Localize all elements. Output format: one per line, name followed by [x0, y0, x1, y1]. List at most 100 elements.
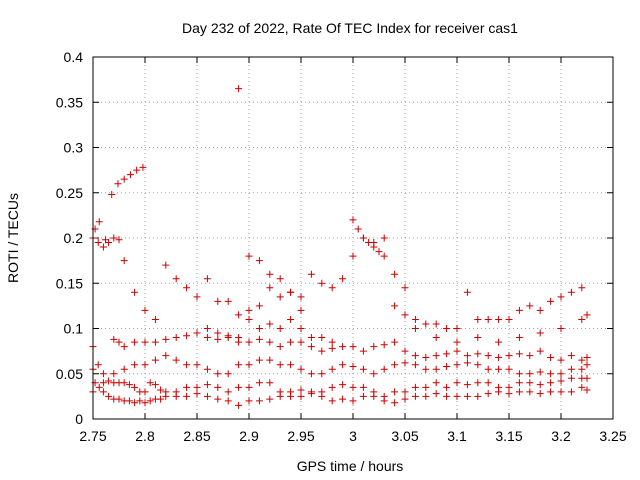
- data-point: [515, 306, 523, 314]
- data-point: [255, 335, 263, 343]
- data-point: [339, 395, 347, 403]
- data-point: [183, 332, 191, 340]
- data-point: [276, 293, 284, 301]
- data-point: [183, 284, 191, 292]
- data-point: [463, 359, 471, 367]
- data-point: [287, 388, 295, 396]
- data-point: [401, 395, 409, 403]
- data-point: [328, 338, 336, 346]
- data-point: [245, 338, 253, 346]
- data-point: [583, 311, 591, 319]
- data-point: [328, 344, 336, 352]
- y-tick-label: 0.25: [56, 185, 83, 201]
- data-point: [276, 388, 284, 396]
- x-tick-label: 3.25: [599, 428, 626, 444]
- data-point: [547, 370, 555, 378]
- data-point: [266, 284, 274, 292]
- data-point: [162, 388, 170, 396]
- data-point: [307, 334, 315, 342]
- data-point: [125, 381, 133, 389]
- data-point: [99, 370, 107, 378]
- data-point: [245, 397, 253, 405]
- data-point: [105, 239, 113, 247]
- data-point: [432, 320, 440, 328]
- data-point: [162, 261, 170, 269]
- data-point: [287, 361, 295, 369]
- data-point: [172, 388, 180, 396]
- x-tick-label: 2.85: [183, 428, 210, 444]
- data-point: [432, 352, 440, 360]
- data-point: [108, 191, 116, 199]
- data-point: [318, 334, 326, 342]
- data-point: [297, 386, 305, 394]
- data-point: [505, 365, 513, 373]
- data-point: [297, 325, 305, 332]
- y-tick-label: 0: [75, 411, 83, 427]
- data-point: [474, 379, 482, 387]
- data-point: [401, 284, 409, 292]
- data-point: [515, 388, 523, 396]
- data-point: [214, 370, 222, 378]
- data-point: [349, 216, 357, 224]
- data-point: [411, 315, 419, 323]
- data-point: [526, 302, 534, 310]
- data-point: [583, 353, 591, 361]
- data-point: [495, 383, 503, 391]
- data-point: [214, 297, 222, 305]
- data-point: [115, 395, 123, 403]
- data-point: [95, 383, 103, 391]
- data-point: [411, 361, 419, 369]
- data-point: [432, 390, 440, 398]
- data-point: [245, 306, 253, 314]
- data-point: [297, 365, 305, 373]
- data-point: [484, 390, 492, 398]
- x-axis-ticks: 2.75 2.8 2.85 2.9 2.95 3 3.05 3.1 3.15 3.2 3.25: [79, 57, 627, 444]
- y-tick-label: 0.3: [64, 140, 84, 156]
- data-point: [359, 234, 367, 242]
- data-point: [151, 315, 159, 323]
- data-point: [114, 180, 122, 188]
- data-point: [495, 365, 503, 373]
- data-point: [126, 171, 134, 179]
- x-axis-title: GPS time / hours: [297, 458, 404, 474]
- data-point: [193, 390, 201, 398]
- data-point: [105, 377, 113, 385]
- data-point: [235, 334, 243, 342]
- data-point: [536, 390, 544, 398]
- data-point: [95, 218, 103, 226]
- x-tick-label: 2.75: [79, 428, 106, 444]
- data-point: [567, 374, 575, 382]
- data-point: [162, 335, 170, 343]
- data-point: [193, 383, 201, 391]
- data-point: [474, 315, 482, 323]
- data-point: [557, 293, 565, 301]
- data-point: [131, 338, 139, 346]
- data-point: [99, 379, 107, 387]
- data-point: [380, 252, 388, 260]
- y-tick-label: 0.2: [64, 230, 84, 246]
- data-point: [131, 288, 139, 296]
- x-tick-label: 2.8: [135, 428, 155, 444]
- data-point: [235, 85, 243, 93]
- data-point: [474, 350, 482, 358]
- data-point: [131, 361, 139, 369]
- data-point: [567, 365, 575, 373]
- data-point: [370, 388, 378, 396]
- data-point: [94, 361, 102, 369]
- data-point: [328, 383, 336, 391]
- x-tick-label: 3.15: [495, 428, 522, 444]
- data-point: [536, 381, 544, 389]
- data-point: [557, 356, 565, 364]
- data-point: [328, 397, 336, 405]
- data-point: [224, 370, 232, 378]
- data-point: [453, 338, 461, 346]
- data-point: [146, 397, 154, 405]
- data-point: [536, 306, 544, 314]
- data-point: [505, 383, 513, 391]
- data-point: [297, 293, 305, 301]
- data-point: [339, 343, 347, 351]
- data-point: [235, 383, 243, 391]
- data-point: [235, 401, 243, 409]
- data-point: [484, 379, 492, 387]
